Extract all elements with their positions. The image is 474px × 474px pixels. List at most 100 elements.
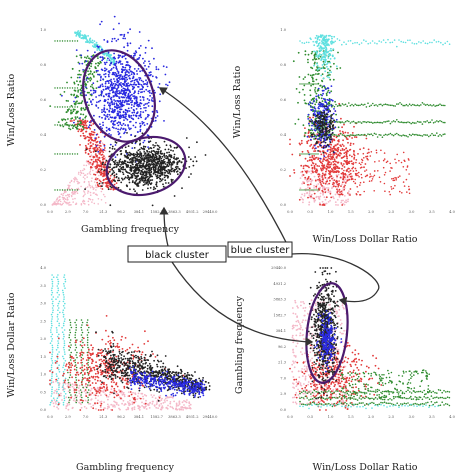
point-green [314, 53, 316, 56]
point-red [306, 142, 309, 145]
point-black [326, 137, 328, 140]
point-black [332, 124, 334, 127]
point-green [407, 136, 409, 138]
point-black [134, 168, 136, 171]
point-red [308, 116, 311, 119]
point-black [121, 162, 124, 165]
point-blue [116, 95, 119, 97]
point-red [334, 185, 337, 188]
point-pink [61, 399, 63, 401]
point-red [90, 151, 92, 154]
point-red [99, 168, 101, 170]
point-red [348, 171, 350, 173]
point-red [87, 153, 90, 156]
point-green [368, 105, 371, 108]
point-green [380, 134, 382, 136]
point-black [133, 147, 136, 149]
point-blue [314, 108, 317, 110]
point-red [314, 163, 317, 166]
point-red [90, 130, 93, 133]
point-green [297, 51, 300, 54]
point-cyan [79, 33, 81, 36]
point-blue [124, 129, 127, 132]
point-red [301, 150, 304, 153]
point-blue [151, 105, 154, 108]
point-red [342, 145, 345, 147]
point-blue [113, 103, 115, 106]
point-black [141, 132, 144, 135]
point-red [339, 144, 342, 147]
point-pink [87, 190, 90, 193]
point-blue [110, 82, 113, 85]
point-blue [112, 95, 115, 98]
point-green [63, 91, 66, 93]
point-green [365, 135, 368, 137]
point-pink [301, 182, 303, 185]
point-red [92, 143, 94, 145]
point-red [403, 185, 406, 187]
point-green [69, 106, 71, 108]
point-blue [100, 76, 102, 79]
point-blue [124, 92, 127, 95]
point-red [109, 169, 112, 171]
point-black [148, 173, 151, 176]
point-black [322, 151, 325, 154]
point-green [392, 105, 395, 107]
point-black [318, 115, 321, 118]
point-cyan [442, 43, 444, 46]
point-black [143, 160, 146, 163]
point-pink [68, 193, 71, 196]
point-green [302, 88, 304, 91]
point-green [378, 103, 381, 106]
point-green [354, 134, 357, 137]
point-cyan [338, 39, 341, 42]
point-blue [102, 121, 104, 124]
point-red [105, 182, 108, 185]
point-green [360, 103, 363, 106]
point-pink [123, 395, 126, 398]
point-green [370, 104, 373, 107]
point-black [105, 159, 108, 162]
point-green [74, 116, 77, 118]
point-blue [135, 96, 138, 98]
point-green [317, 131, 319, 134]
point-blue [142, 96, 145, 99]
point-blue [132, 55, 135, 57]
point-black [161, 155, 164, 158]
point-cyan [89, 40, 92, 43]
point-pink [136, 398, 139, 400]
point-blue [124, 57, 127, 60]
point-green [352, 104, 355, 107]
point-blue [309, 101, 311, 104]
point-black [165, 182, 167, 184]
point-red [340, 162, 343, 164]
point-green [429, 134, 432, 137]
point-black [170, 163, 173, 166]
point-green [76, 153, 79, 155]
point-blue [145, 88, 148, 91]
point-blue [137, 117, 140, 120]
point-red [103, 147, 106, 149]
point-cyan [352, 42, 354, 45]
point-red [306, 160, 309, 162]
point-black [329, 141, 332, 144]
point-cyan [88, 41, 91, 44]
point-black [127, 154, 129, 157]
point-blue [321, 104, 324, 106]
point-red [89, 155, 91, 158]
point-red [90, 138, 92, 140]
point-green [404, 134, 406, 137]
point-blue [118, 74, 120, 77]
point-blue [133, 111, 136, 114]
point-green [439, 133, 441, 136]
point-red [349, 169, 352, 172]
point-green [405, 121, 408, 124]
point-red [335, 156, 338, 158]
point-cyan [322, 77, 325, 80]
point-green [64, 87, 66, 89]
point-red [300, 142, 303, 145]
point-red [309, 156, 311, 159]
point-green [304, 53, 307, 56]
point-blue [102, 148, 105, 151]
point-red [97, 168, 100, 171]
